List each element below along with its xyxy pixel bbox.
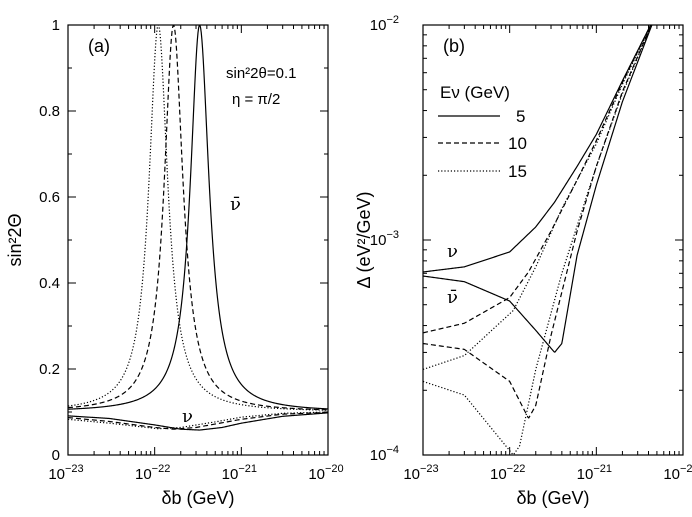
panel-b-curve-0-5gev: [423, 25, 652, 273]
neutrino-label-b: ν: [447, 241, 458, 262]
panel-b-curves: [423, 25, 653, 455]
panel-a: 10−23 10−22 10−21 10−20 0 0.2 0.4 0.6 0.8 1 (a) s…: [5, 17, 344, 508]
param-mixing-label: sin²2θ=0.1: [226, 65, 296, 82]
panel-a-ytick-label: 0.2: [39, 361, 60, 378]
panel-a-curve-dip-5gev: [68, 412, 328, 431]
panel-b-curve-5-15gev: [423, 25, 653, 455]
panel-b-label: (b): [443, 36, 465, 56]
panel-b-xtick-label: 10−23: [403, 463, 438, 483]
legend-title: Eν (GeV): [440, 83, 510, 102]
panel-a-curve-peak-15gev: [68, 25, 328, 411]
panel-a-frame: [67, 24, 329, 456]
panel-a-xtick-label-exp: −21: [238, 463, 257, 475]
panel-a-curve-dip-15gev: [68, 411, 328, 430]
panel-a-label: (a): [88, 36, 110, 56]
panel-b-ytick-label-exp: −3: [386, 229, 399, 241]
panel-b-xtick-label: 10−21: [577, 463, 612, 483]
panel-a-xlabel: δb (GeV): [161, 488, 234, 508]
panel-b-ylabel: Δ (eV²/GeV): [354, 191, 374, 288]
panel-a-curve-dip-10gev: [68, 411, 328, 430]
panel-b-series-group: [423, 25, 653, 455]
legend-label-10: 10: [508, 134, 527, 153]
panel-a-series-group: [68, 25, 328, 431]
panel-b-xtick-label-exp: −22: [507, 463, 526, 475]
panel-a-curves: [68, 25, 328, 431]
panel-a-ytick-label: 0.8: [39, 103, 60, 120]
panel-b-xtick-label: 10−20: [663, 463, 692, 483]
panel-b-xlabel: δb (GeV): [516, 488, 589, 508]
panel-a-xtick-label: 10−21: [222, 463, 257, 483]
panel-b-curve-4-15gev: [423, 25, 652, 371]
antineutrino-label-a: ν̄: [230, 194, 241, 215]
panel-b-xtick-label-exp: −23: [420, 463, 439, 475]
panel-b-ytick-label: 10−3: [370, 229, 399, 249]
panel-b-curve-1-5gev: [423, 25, 653, 353]
param-eta-label: η = π/2: [232, 91, 280, 108]
panel-a-ylabel: sin²2Θ: [5, 213, 25, 266]
panel-a-ytick-label: 0.4: [39, 275, 60, 292]
panel-a-ytick-label: 0: [52, 447, 60, 464]
panel-a-xtick-label-exp: −20: [325, 463, 344, 475]
panel-b-ytick-label: 10−4: [370, 444, 399, 464]
panel-b-xtick-label-exp: −20: [680, 463, 692, 475]
panel-b-xtick-label-exp: −21: [593, 463, 612, 475]
panel-b-ytick-label: 10−2: [370, 14, 399, 34]
panel-b-curve-3-10gev: [423, 25, 653, 419]
panel-a-xtick-label-exp: −23: [65, 463, 84, 475]
panel-b-ytick-label-exp: −4: [386, 444, 399, 456]
panel-a-xtick-label: 10−23: [48, 463, 83, 483]
panel-a-xtick-label: 10−20: [308, 463, 343, 483]
panel-a-ytick-label: 1: [52, 17, 60, 34]
panel-a-xtick-label: 10−22: [135, 463, 170, 483]
legend-label-5: 5: [516, 107, 525, 126]
legend-label-15: 15: [508, 162, 527, 181]
antineutrino-label-b: ν̄: [447, 287, 458, 308]
panel-a-curve-peak-5gev: [68, 25, 328, 410]
panel-b-xtick-label: 10−22: [490, 463, 525, 483]
panel-b-curve-2-10gev: [423, 25, 652, 334]
panel-a-curve-peak-10gev: [68, 25, 328, 411]
neutrino-label-a: ν: [182, 406, 193, 427]
panel-a-ytick-label: 0.6: [39, 189, 60, 206]
panel-b-ytick-label-exp: −2: [386, 14, 399, 26]
panel-a-xtick-label-exp: −22: [152, 463, 171, 475]
legend: Eν (GeV) 5 10 15: [438, 83, 527, 181]
